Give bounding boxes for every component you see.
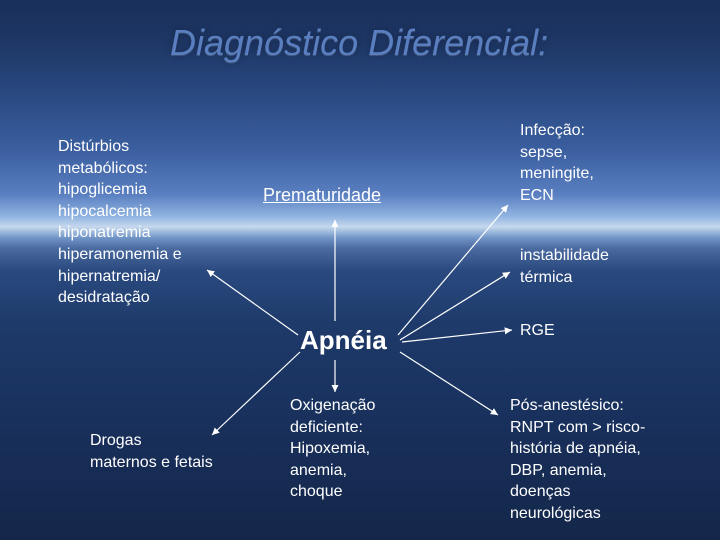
text-line: DBP, anemia, xyxy=(510,460,645,482)
text-line: metabólicos: xyxy=(58,158,182,180)
text-line: neurológicas xyxy=(510,503,645,525)
text-line: hipernatremia/ xyxy=(58,266,182,288)
arrow xyxy=(400,272,510,340)
text-line: ECN xyxy=(520,185,594,207)
text-line: choque xyxy=(290,481,375,503)
text-line: Oxigenação xyxy=(290,395,375,417)
text-line: Distúrbios xyxy=(58,136,182,158)
text-line: hiponatremia xyxy=(58,222,182,244)
text-line: deficiente: xyxy=(290,417,375,439)
arrow xyxy=(207,270,298,335)
postanes-block: Pós-anestésico:RNPT com > risco-história… xyxy=(510,395,645,525)
slide-title: Diagnóstico Diferencial: xyxy=(170,22,548,64)
apneia-center-label: Apnéia xyxy=(300,325,387,356)
text-line: RNPT com > risco- xyxy=(510,417,645,439)
text-line: Hipoxemia, xyxy=(290,438,375,460)
text-line: hiperamonemia e xyxy=(58,244,182,266)
text-line: desidratação xyxy=(58,287,182,309)
text-line: meningite, xyxy=(520,163,594,185)
text-line: maternos e fetais xyxy=(90,452,213,474)
slide-stage: Diagnóstico Diferencial: Prematuridade A… xyxy=(0,0,720,540)
text-line: instabilidade xyxy=(520,245,609,267)
text-line: Pós-anestésico: xyxy=(510,395,645,417)
text-line: RGE xyxy=(520,320,555,342)
infection-block: Infecção:sepse,meningite,ECN xyxy=(520,120,594,206)
metabolic-block: Distúrbiosmetabólicos:hipoglicemiahipoca… xyxy=(58,136,182,309)
text-line: Drogas xyxy=(90,430,213,452)
arrow xyxy=(402,330,512,342)
text-line: sepse, xyxy=(520,142,594,164)
rge-block: RGE xyxy=(520,320,555,342)
oxygen-block: Oxigenaçãodeficiente:Hipoxemia,anemia,ch… xyxy=(290,395,375,503)
arrow xyxy=(400,352,498,415)
drugs-block: Drogasmaternos e fetais xyxy=(90,430,213,473)
text-line: hipoglicemia xyxy=(58,179,182,201)
text-line: doenças xyxy=(510,481,645,503)
prematuridade-label: Prematuridade xyxy=(263,185,381,206)
text-line: hipocalcemia xyxy=(58,201,182,223)
thermal-block: instabilidadetérmica xyxy=(520,245,609,288)
text-line: térmica xyxy=(520,267,609,289)
arrow xyxy=(398,205,508,335)
arrow xyxy=(212,352,300,435)
text-line: anemia, xyxy=(290,460,375,482)
text-line: história de apnéia, xyxy=(510,438,645,460)
text-line: Infecção: xyxy=(520,120,594,142)
